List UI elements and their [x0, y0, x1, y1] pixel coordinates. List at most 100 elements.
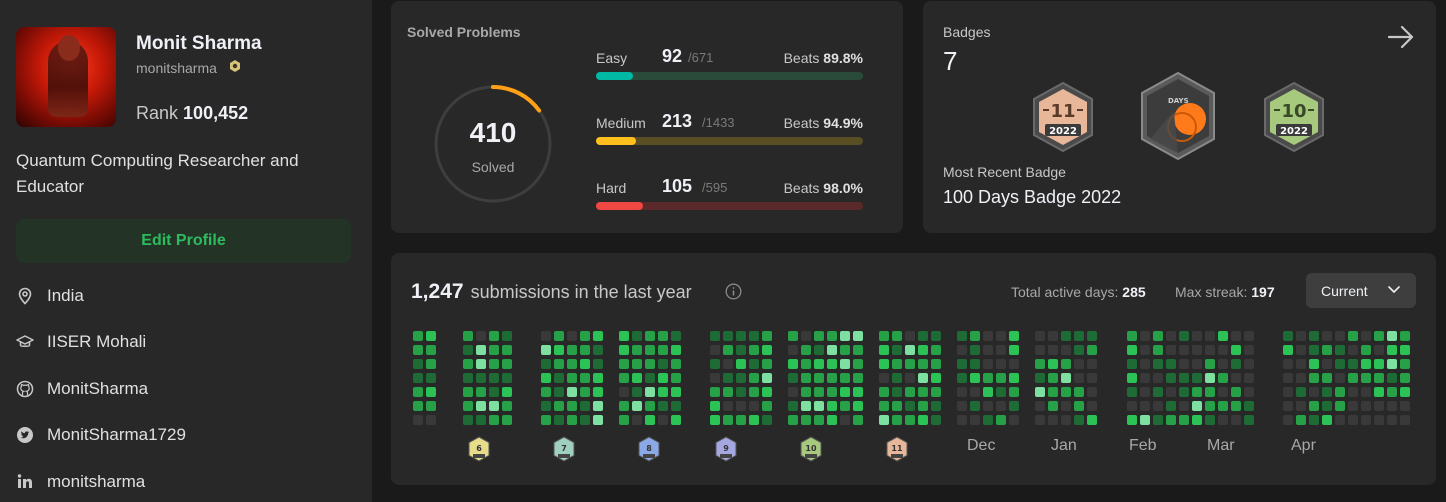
heatmap-cell[interactable] — [1400, 387, 1410, 397]
heatmap-cell[interactable] — [593, 331, 603, 341]
heatmap-cell[interactable] — [671, 373, 681, 383]
heatmap-cell[interactable] — [892, 359, 902, 369]
arrow-right-icon[interactable] — [1386, 23, 1416, 51]
heatmap-cell[interactable] — [1205, 387, 1215, 397]
heatmap-cell[interactable] — [1140, 387, 1150, 397]
heatmap-cell[interactable] — [1035, 359, 1045, 369]
heatmap-cell[interactable] — [996, 359, 1006, 369]
heatmap-cell[interactable] — [1283, 345, 1293, 355]
heatmap-cell[interactable] — [645, 331, 655, 341]
heatmap-cell[interactable] — [1074, 387, 1084, 397]
heatmap-cell[interactable] — [1387, 331, 1397, 341]
heatmap-cell[interactable] — [1348, 415, 1358, 425]
heatmap-cell[interactable] — [1140, 415, 1150, 425]
heatmap-cell[interactable] — [918, 345, 928, 355]
heatmap-cell[interactable] — [762, 415, 772, 425]
heatmap-cell[interactable] — [580, 345, 590, 355]
heatmap-cell[interactable] — [879, 359, 889, 369]
heatmap-cell[interactable] — [853, 387, 863, 397]
heatmap-cell[interactable] — [463, 401, 473, 411]
heatmap-cell[interactable] — [1009, 387, 1019, 397]
heatmap-cell[interactable] — [905, 331, 915, 341]
github-row[interactable]: MonitSharma — [16, 379, 148, 399]
heatmap-cell[interactable] — [918, 359, 928, 369]
heatmap-cell[interactable] — [957, 401, 967, 411]
heatmap-cell[interactable] — [413, 373, 423, 383]
heatmap-cell[interactable] — [1296, 401, 1306, 411]
heatmap-cell[interactable] — [1087, 359, 1097, 369]
heatmap-cell[interactable] — [957, 331, 967, 341]
heatmap-cell[interactable] — [1296, 415, 1306, 425]
heatmap-cell[interactable] — [710, 401, 720, 411]
heatmap-cell[interactable] — [1035, 345, 1045, 355]
heatmap-cell[interactable] — [931, 373, 941, 383]
heatmap-cell[interactable] — [1035, 331, 1045, 341]
heatmap-cell[interactable] — [413, 359, 423, 369]
month-badge-icon[interactable]: 11 — [885, 436, 909, 467]
heatmap-cell[interactable] — [749, 359, 759, 369]
heatmap-cell[interactable] — [957, 373, 967, 383]
heatmap-cell[interactable] — [489, 387, 499, 397]
heatmap-cell[interactable] — [1309, 415, 1319, 425]
heatmap-cell[interactable] — [567, 415, 577, 425]
heatmap-cell[interactable] — [1296, 387, 1306, 397]
heatmap-cell[interactable] — [567, 331, 577, 341]
heatmap-cell[interactable] — [502, 387, 512, 397]
heatmap-cell[interactable] — [814, 401, 824, 411]
heatmap-cell[interactable] — [476, 415, 486, 425]
heatmap-cell[interactable] — [426, 359, 436, 369]
heatmap-cell[interactable] — [413, 415, 423, 425]
heatmap-cell[interactable] — [736, 387, 746, 397]
heatmap-cell[interactable] — [1061, 359, 1071, 369]
heatmap-cell[interactable] — [1283, 373, 1293, 383]
heatmap-cell[interactable] — [645, 387, 655, 397]
heatmap-cell[interactable] — [1335, 359, 1345, 369]
heatmap-cell[interactable] — [1335, 331, 1345, 341]
heatmap-cell[interactable] — [1153, 415, 1163, 425]
heatmap-cell[interactable] — [736, 345, 746, 355]
heatmap-cell[interactable] — [762, 331, 772, 341]
badge-11-2022-icon[interactable]: 11 2022 — [1031, 81, 1095, 153]
heatmap-cell[interactable] — [632, 331, 642, 341]
heatmap-cell[interactable] — [1361, 359, 1371, 369]
heatmap-cell[interactable] — [502, 415, 512, 425]
heatmap-cell[interactable] — [1283, 415, 1293, 425]
heatmap-cell[interactable] — [723, 373, 733, 383]
heatmap-cell[interactable] — [918, 331, 928, 341]
heatmap-cell[interactable] — [658, 331, 668, 341]
heatmap-cell[interactable] — [853, 345, 863, 355]
heatmap-cell[interactable] — [489, 345, 499, 355]
heatmap-cell[interactable] — [736, 359, 746, 369]
heatmap-cell[interactable] — [1218, 373, 1228, 383]
heatmap-cell[interactable] — [502, 373, 512, 383]
heatmap-cell[interactable] — [1361, 415, 1371, 425]
heatmap-cell[interactable] — [1400, 373, 1410, 383]
heatmap-cell[interactable] — [632, 359, 642, 369]
heatmap-cell[interactable] — [918, 401, 928, 411]
heatmap-cell[interactable] — [413, 401, 423, 411]
heatmap-cell[interactable] — [736, 373, 746, 383]
heatmap-cell[interactable] — [619, 331, 629, 341]
heatmap-cell[interactable] — [788, 373, 798, 383]
month-badge-icon[interactable]: 9 — [714, 436, 738, 467]
heatmap-cell[interactable] — [1061, 401, 1071, 411]
heatmap-cell[interactable] — [892, 415, 902, 425]
linkedin-row[interactable]: monitsharma — [16, 472, 145, 492]
heatmap-cell[interactable] — [957, 359, 967, 369]
heatmap-cell[interactable] — [671, 415, 681, 425]
heatmap-cell[interactable] — [1140, 345, 1150, 355]
heatmap-cell[interactable] — [632, 415, 642, 425]
heatmap-cell[interactable] — [1400, 359, 1410, 369]
heatmap-cell[interactable] — [1127, 359, 1137, 369]
heatmap-cell[interactable] — [827, 373, 837, 383]
heatmap-cell[interactable] — [892, 373, 902, 383]
heatmap-cell[interactable] — [931, 415, 941, 425]
heatmap-cell[interactable] — [567, 401, 577, 411]
heatmap-cell[interactable] — [1166, 401, 1176, 411]
heatmap-cell[interactable] — [723, 359, 733, 369]
heatmap-cell[interactable] — [1335, 345, 1345, 355]
heatmap-cell[interactable] — [1218, 401, 1228, 411]
heatmap-cell[interactable] — [645, 359, 655, 369]
heatmap-cell[interactable] — [658, 415, 668, 425]
heatmap-cell[interactable] — [1400, 345, 1410, 355]
